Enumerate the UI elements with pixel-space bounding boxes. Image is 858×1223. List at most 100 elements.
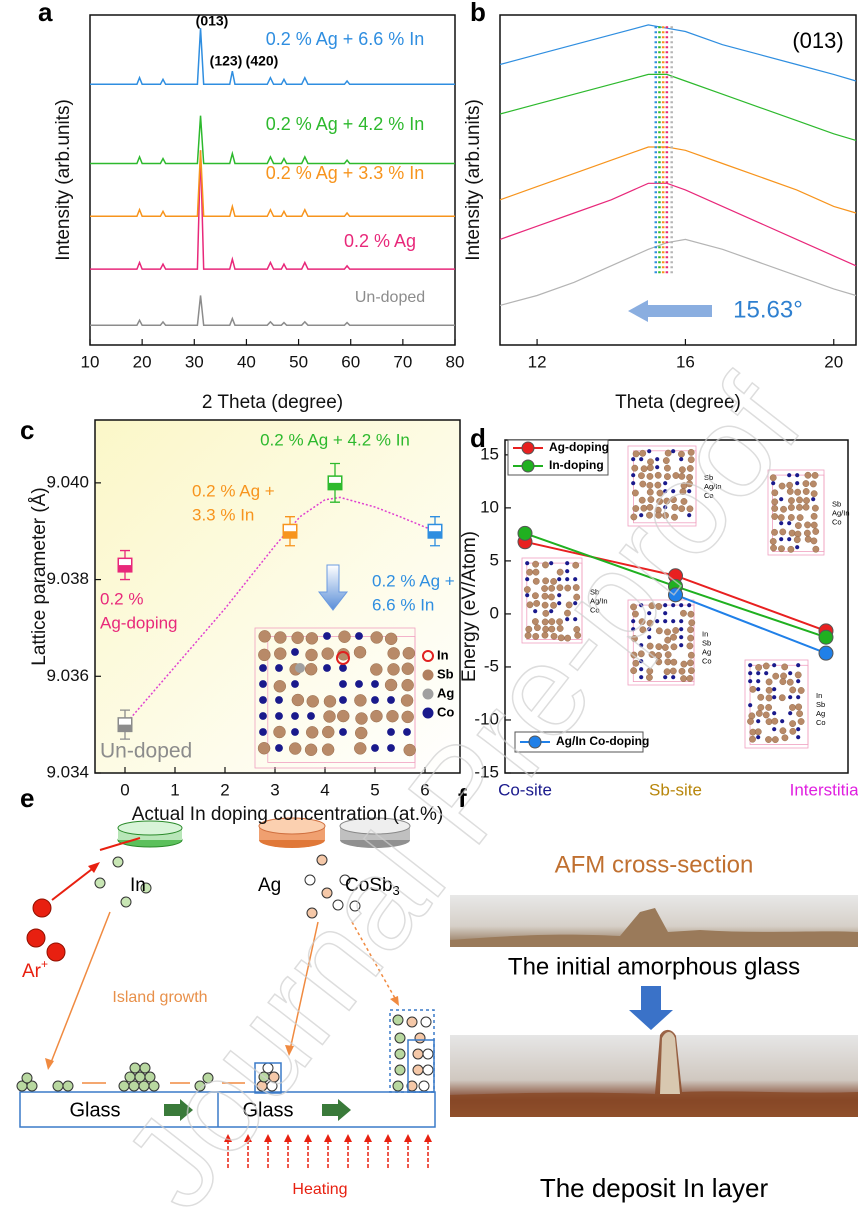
x-tick-label: 16 — [676, 352, 695, 371]
legend-label: In — [437, 647, 449, 662]
atom — [541, 601, 549, 609]
atom — [663, 619, 668, 624]
atom — [779, 497, 784, 502]
x-tick-label: Co-site — [498, 780, 552, 799]
atom — [812, 545, 820, 553]
atom — [406, 1080, 418, 1092]
atom — [772, 727, 777, 732]
atom — [765, 694, 773, 702]
atom — [549, 609, 554, 614]
atom — [789, 727, 797, 735]
atom — [26, 1080, 38, 1092]
atom — [679, 457, 684, 462]
data-point — [818, 645, 834, 661]
atom — [406, 1016, 418, 1028]
atom — [648, 651, 656, 658]
atom — [401, 662, 414, 675]
data-point-top — [329, 476, 341, 483]
atom — [523, 586, 531, 593]
atom — [322, 725, 335, 739]
series-line — [499, 24, 857, 82]
inset-legend: Co — [816, 718, 826, 727]
atom — [765, 678, 773, 686]
atom — [355, 632, 363, 640]
atom — [765, 704, 773, 711]
atom — [810, 521, 818, 529]
atom — [765, 686, 773, 694]
atom — [573, 617, 578, 622]
atom — [548, 618, 556, 625]
y-tick-label: 15 — [480, 444, 499, 463]
atom — [387, 728, 395, 736]
inset-legend: In — [702, 629, 708, 638]
atom — [680, 498, 688, 505]
atom — [772, 695, 777, 700]
atom — [796, 504, 803, 511]
atom — [687, 626, 694, 634]
atom — [533, 599, 541, 607]
x-tick-label: 60 — [341, 352, 360, 371]
atom — [795, 545, 800, 550]
atom — [663, 481, 668, 486]
x-tick-label: 10 — [81, 352, 100, 371]
atom — [804, 521, 811, 529]
atom — [533, 624, 541, 632]
atom — [655, 643, 663, 651]
atom — [687, 513, 692, 518]
point-label: 6.6 % In — [372, 595, 434, 614]
heat-arrowhead — [304, 1134, 312, 1142]
atom — [526, 568, 533, 576]
shift-label: 15.63° — [733, 296, 803, 323]
panel-label: c — [20, 415, 34, 445]
atom — [679, 603, 684, 608]
atom — [687, 456, 695, 464]
atom — [664, 628, 671, 636]
atom — [371, 744, 379, 752]
atom — [638, 618, 646, 626]
x-tick-label: 30 — [185, 352, 204, 371]
atom — [639, 643, 644, 648]
peak-label: (123) — [210, 53, 243, 69]
y-tick-label: 9.038 — [46, 569, 89, 588]
atom — [797, 718, 805, 725]
atom-in — [336, 651, 350, 665]
atom — [564, 609, 571, 617]
atom — [787, 473, 792, 478]
atom — [631, 610, 639, 618]
legend-marker — [422, 707, 434, 719]
legend-marker — [422, 650, 434, 662]
data-point — [818, 629, 834, 645]
atom — [306, 695, 319, 708]
atom — [533, 609, 538, 614]
series-line — [675, 593, 827, 655]
atom — [803, 529, 811, 537]
atom — [802, 488, 810, 495]
atom — [52, 1080, 64, 1092]
atom — [323, 710, 336, 723]
legend-label: Ag/In Co-doping — [556, 734, 649, 748]
atom — [387, 663, 400, 676]
label: Glass — [69, 1099, 120, 1121]
column-box — [254, 1062, 282, 1094]
atom — [401, 678, 414, 692]
series-line — [90, 295, 455, 326]
inset-legend: Co — [590, 605, 600, 614]
atom — [810, 512, 818, 520]
atom — [631, 489, 639, 497]
atom — [646, 642, 654, 650]
atom — [556, 618, 563, 626]
caption: The initial amorphous glass — [508, 953, 800, 980]
atom — [788, 671, 793, 676]
atom — [259, 696, 267, 704]
atom — [632, 659, 640, 667]
atom — [139, 1062, 151, 1074]
atom — [387, 696, 395, 704]
x-tick-label: 50 — [289, 352, 308, 371]
atom — [541, 585, 549, 592]
atom — [631, 464, 639, 472]
atom — [631, 481, 636, 486]
atom — [259, 728, 267, 736]
atom — [532, 592, 539, 600]
atom — [811, 504, 819, 512]
